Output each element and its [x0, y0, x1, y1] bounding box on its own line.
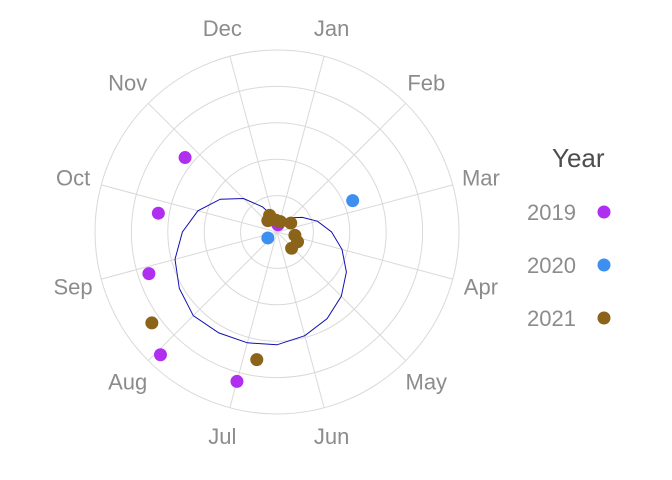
point-2020-1: [346, 194, 360, 208]
month-label-apr: Apr: [464, 275, 498, 300]
point-2021-2: [284, 216, 298, 230]
point-2019-4: [142, 267, 156, 281]
grid-ring-2: [203, 158, 351, 306]
month-label-mar: Mar: [462, 165, 500, 190]
month-label-oct: Oct: [56, 165, 90, 190]
month-label-aug: Aug: [108, 369, 147, 394]
point-2021-6: [250, 353, 264, 367]
month-label-jan: Jan: [314, 16, 349, 41]
legend-label: 2020: [527, 253, 576, 278]
point-2019-6: [178, 151, 192, 165]
legend-title: Year: [552, 143, 605, 173]
grid-ring-4: [130, 85, 424, 379]
series-2019: [142, 151, 285, 388]
grid-spoke-jan: [276, 56, 325, 233]
legend-label: 2019: [527, 200, 576, 225]
legend-swatch: [597, 205, 611, 219]
month-label-may: May: [406, 369, 448, 394]
grid-spoke-jun: [276, 231, 325, 408]
point-2019-5: [151, 206, 165, 220]
point-2021-5: [285, 241, 299, 255]
grid-spoke-apr: [276, 231, 453, 280]
point-2019-2: [230, 374, 244, 388]
legend-swatch: [597, 311, 611, 325]
legend-item-2019: 2019: [527, 200, 611, 225]
trend-line-layer: [174, 197, 347, 346]
legend-swatch: [597, 258, 611, 272]
grid-spoke-oct: [101, 184, 278, 233]
grid-spoke-dec: [229, 56, 278, 233]
data-points: [142, 151, 360, 388]
grid-spoke-aug: [147, 231, 278, 362]
grid-spoke-nov: [147, 102, 278, 233]
legend-label: 2021: [527, 306, 576, 331]
legend-item-2020: 2020: [527, 253, 611, 278]
series-2020: [261, 194, 360, 245]
grid-spoke-feb: [276, 102, 407, 233]
point-2020-2: [261, 231, 275, 245]
trend-line: [174, 197, 347, 346]
grid-spoke-mar: [276, 184, 453, 233]
month-label-jun: Jun: [314, 424, 349, 449]
legend: Year 2019 2020 2021: [527, 143, 611, 331]
month-label-dec: Dec: [203, 16, 242, 41]
point-2021-7: [145, 316, 159, 330]
grid-ring-3: [167, 122, 387, 342]
month-label-feb: Feb: [407, 71, 445, 96]
point-2019-3: [153, 348, 167, 362]
point-2021-10: [269, 213, 283, 227]
month-labels: Jan Feb Mar Apr May Jun Jul Aug Sep Oct Nov Dec: [53, 16, 499, 449]
grid: [94, 49, 460, 415]
month-label-jul: Jul: [208, 424, 236, 449]
grid-ring-5: [94, 49, 460, 415]
series-2021: [145, 208, 305, 367]
grid-ring-1: [240, 195, 314, 269]
grid-spoke-sep: [101, 231, 278, 280]
month-label-sep: Sep: [53, 275, 92, 300]
legend-item-2021: 2021: [527, 306, 611, 331]
month-label-nov: Nov: [108, 71, 147, 96]
